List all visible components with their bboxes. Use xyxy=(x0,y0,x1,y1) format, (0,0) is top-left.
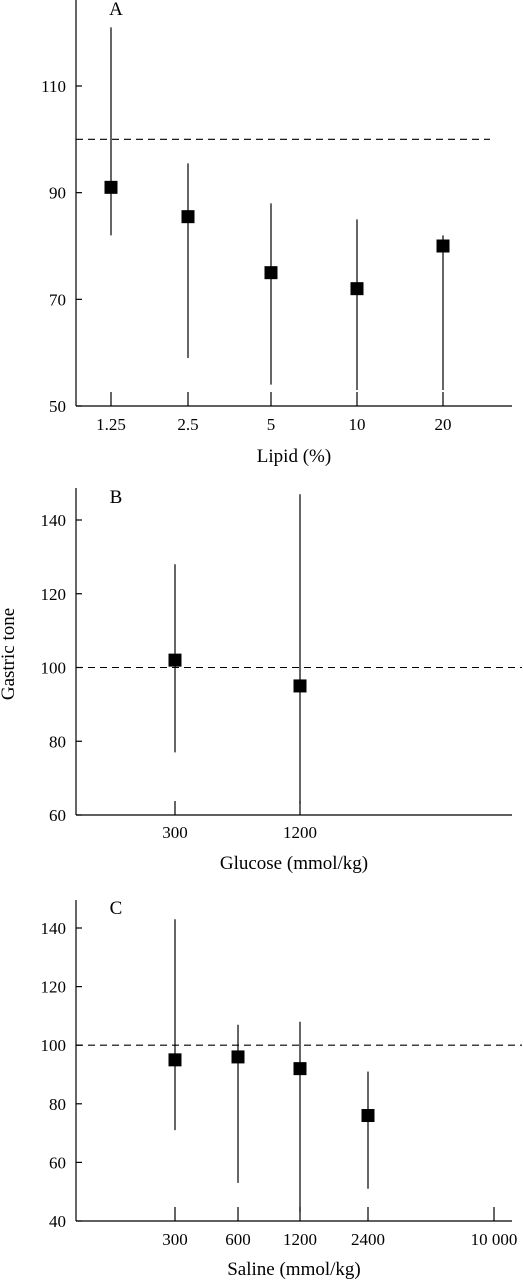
y-tick-label: 60 xyxy=(49,1153,66,1172)
shared-y-axis-label: Gastric tone xyxy=(0,608,19,700)
x-tick-label: 10 000 xyxy=(471,1230,518,1249)
y-tick-label: 80 xyxy=(49,732,66,751)
panel-label: A xyxy=(109,0,123,20)
data-point xyxy=(361,1109,375,1123)
y-tick-label: 110 xyxy=(41,77,66,96)
data-point xyxy=(293,1062,307,1076)
data-point xyxy=(350,282,364,296)
data-point xyxy=(293,679,307,693)
y-tick-label: 90 xyxy=(49,184,66,203)
x-tick-label: 20 xyxy=(435,415,452,434)
panel-label: B xyxy=(110,487,123,508)
panel-label: C xyxy=(110,898,123,919)
data-point xyxy=(264,266,278,280)
y-tick-label: 140 xyxy=(41,919,67,938)
y-tick-label: 100 xyxy=(41,1036,67,1055)
y-tick-label: 140 xyxy=(41,511,67,530)
x-tick-label: 600 xyxy=(225,1230,251,1249)
y-tick-label: 50 xyxy=(49,397,66,416)
x-tick-label: 2400 xyxy=(351,1230,385,1249)
x-axis-title: Lipid (%) xyxy=(257,446,331,467)
x-tick-label: 300 xyxy=(162,823,188,842)
data-point xyxy=(104,180,118,194)
panel-a: 50 70 90 110 1.25 2.5 5 10 20 A Lipid (%) xyxy=(41,0,512,467)
x-tick-label: 1.25 xyxy=(96,415,126,434)
data-point xyxy=(168,1053,182,1067)
y-tick-label: 80 xyxy=(49,1095,66,1114)
x-axis-title: Saline (mmol/kg) xyxy=(227,1259,361,1280)
y-tick-label: 120 xyxy=(41,978,67,997)
x-tick-label: 1200 xyxy=(283,823,317,842)
y-tick-label: 70 xyxy=(49,290,66,309)
y-tick-label: 120 xyxy=(41,585,67,604)
panel-c: 40 60 80 100 120 140 300 600 1200 2400 10 000 C Sali… xyxy=(41,898,522,1280)
panel-b: 60 80 100 120 140 300 1200 B Glucose (mmol/kg) xyxy=(41,487,522,874)
x-axis-title: Glucose (mmol/kg) xyxy=(220,853,368,874)
x-tick-label: 1200 xyxy=(283,1230,317,1249)
y-tick-label: 40 xyxy=(49,1212,66,1231)
data-point xyxy=(181,210,195,224)
x-tick-label: 5 xyxy=(267,415,276,434)
data-point xyxy=(436,239,450,253)
x-tick-label: 10 xyxy=(349,415,366,434)
data-point xyxy=(168,653,182,667)
data-point xyxy=(231,1050,245,1064)
x-tick-label: 300 xyxy=(162,1230,188,1249)
y-tick-label: 60 xyxy=(49,806,66,825)
y-tick-label: 100 xyxy=(41,659,67,678)
x-tick-label: 2.5 xyxy=(177,415,198,434)
